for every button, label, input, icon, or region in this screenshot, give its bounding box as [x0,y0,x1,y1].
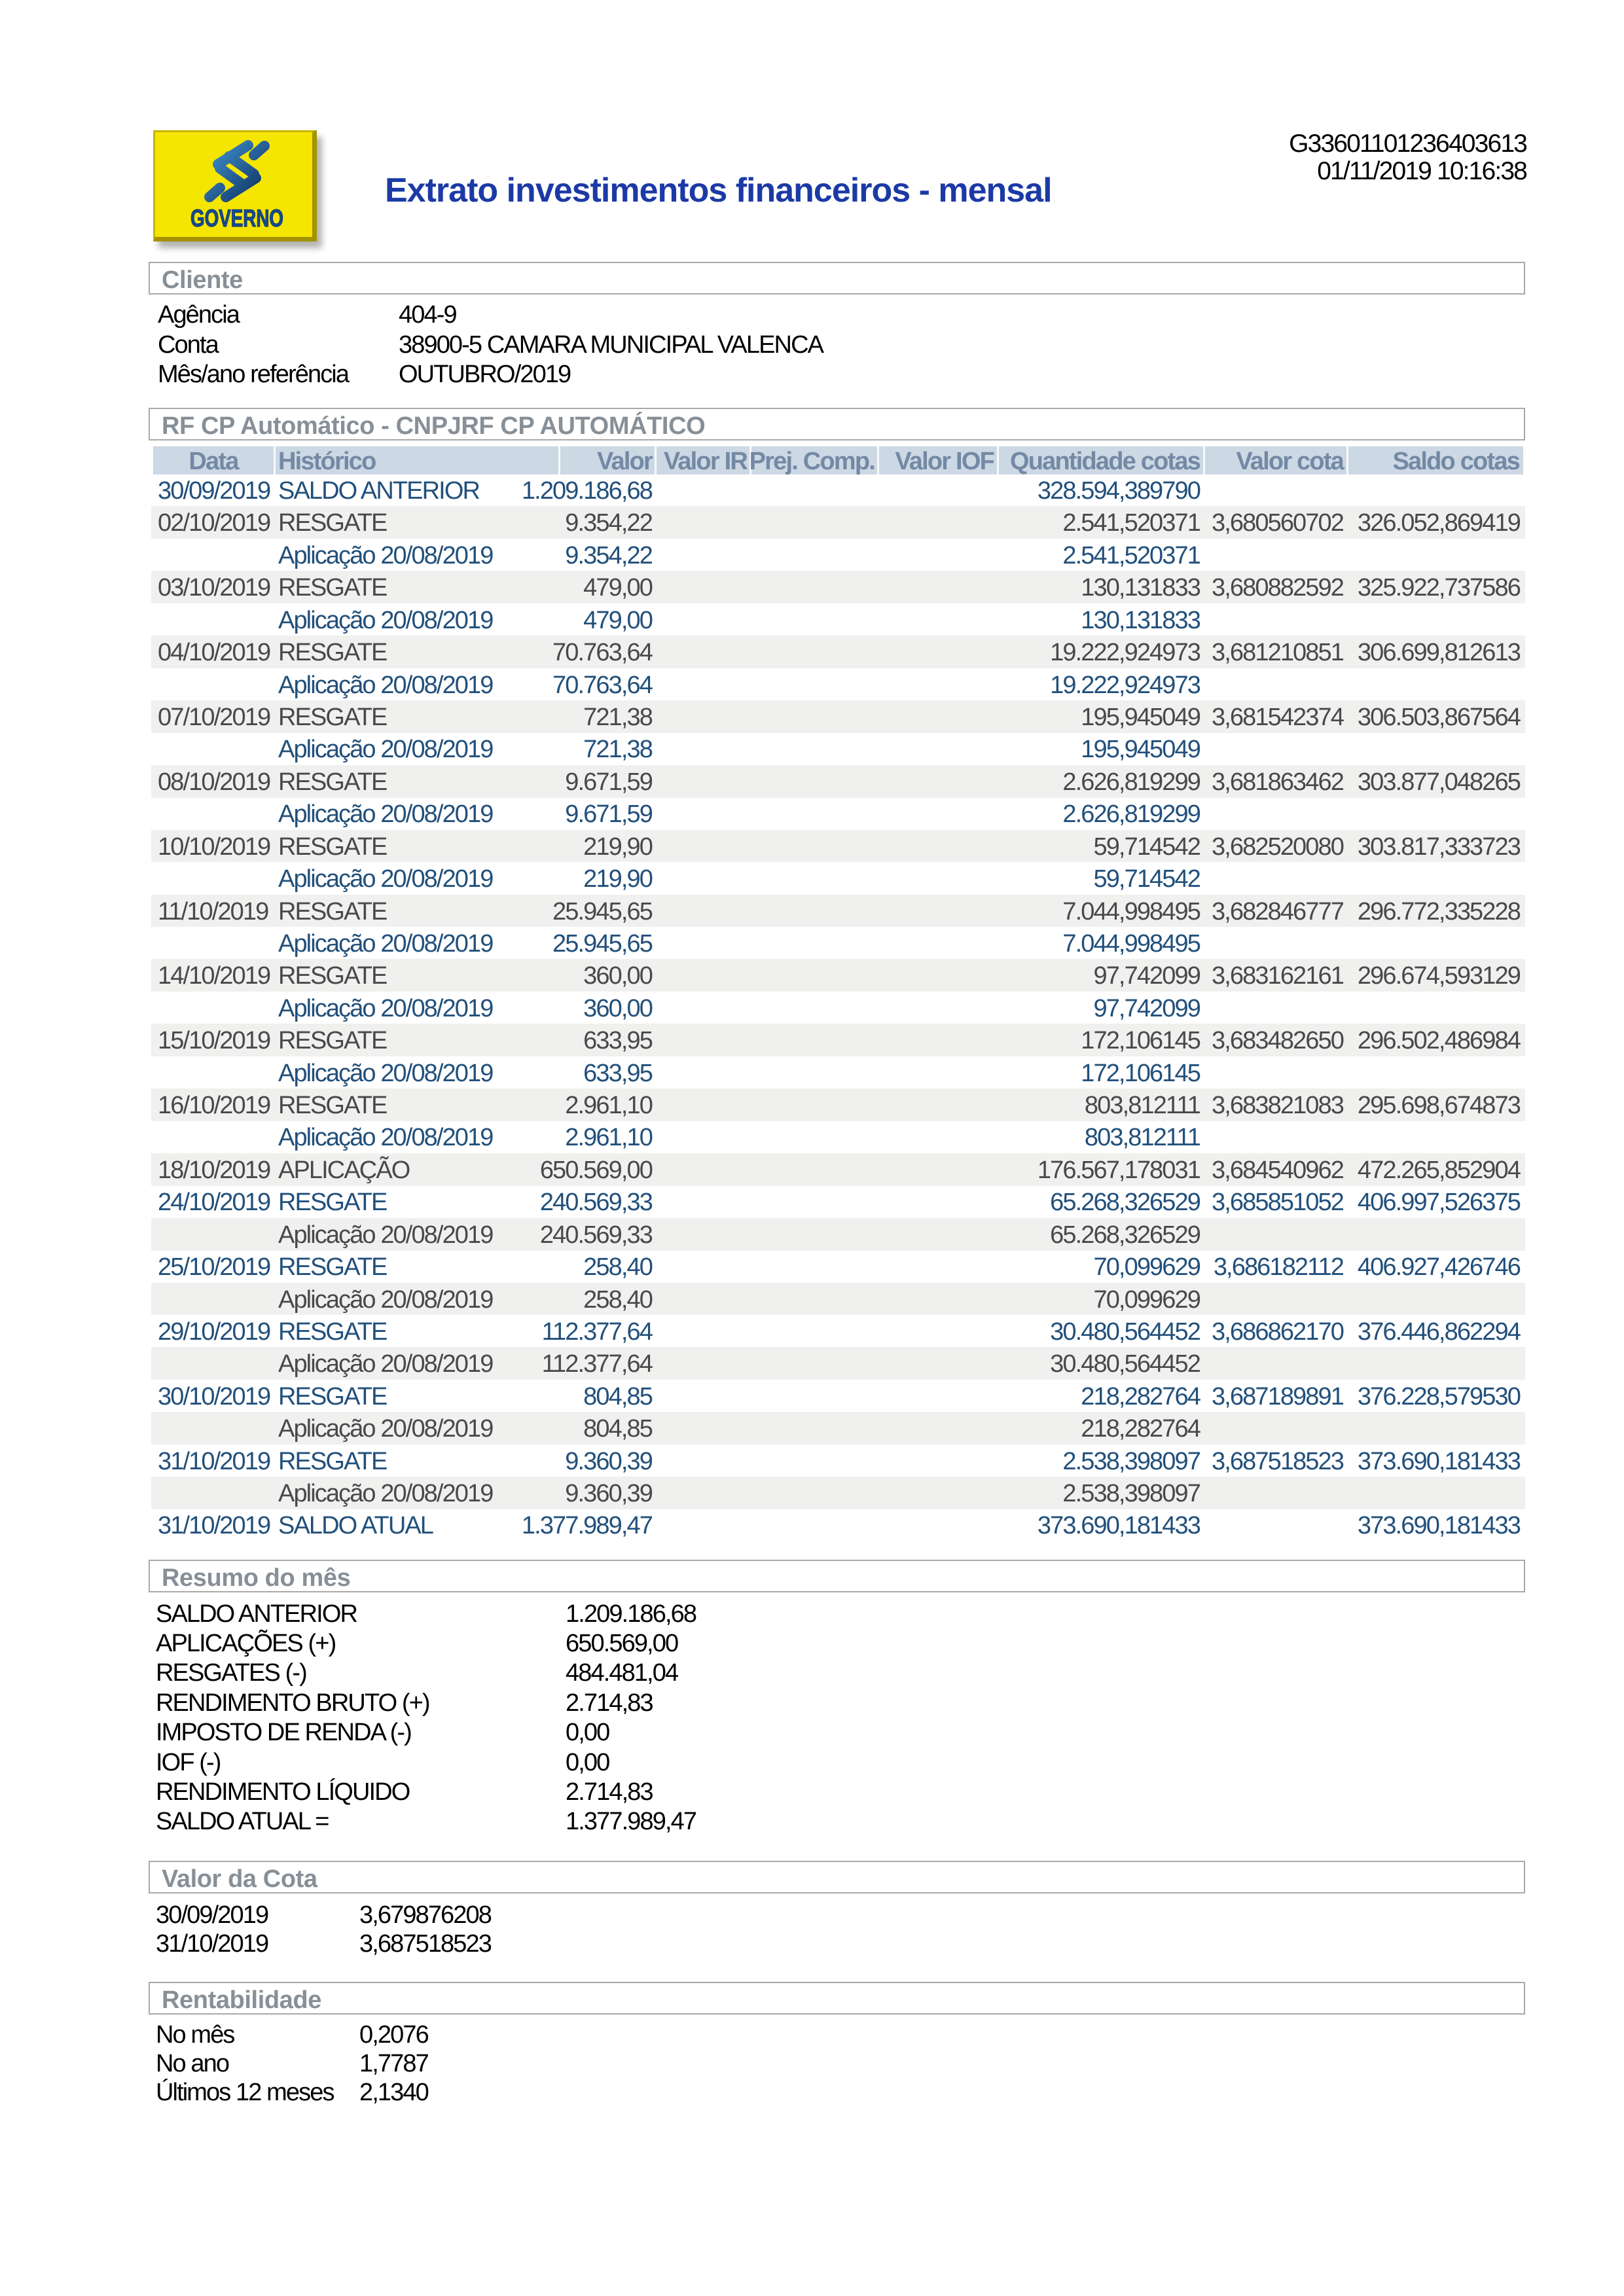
svg-text:GOVERNO: GOVERNO [190,205,283,232]
